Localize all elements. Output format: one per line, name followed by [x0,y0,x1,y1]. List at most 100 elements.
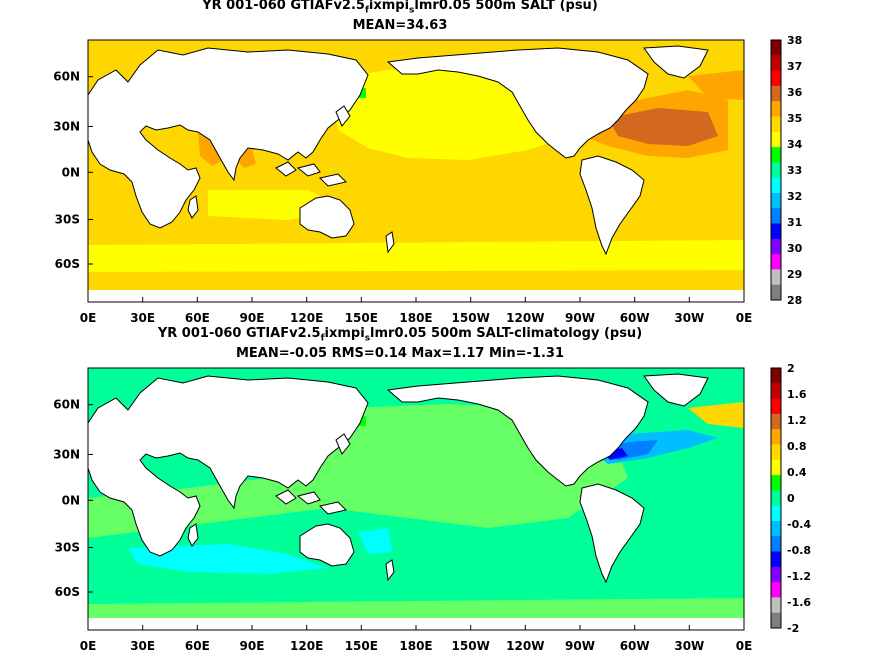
colorbar-1-segment [771,192,781,209]
lon-label-2-1: 30E [130,639,155,653]
panel2-title: YR 001-060 GTIAFv2.5fixmpislmr0.05 500m … [157,326,643,344]
colorbar-1-label: 31 [787,216,802,229]
colorbar-1-segment [771,55,781,72]
lon-label-2-6: 180E [399,639,432,653]
colorbar-2-segment [771,368,781,384]
colorbar-1-segment [771,85,781,102]
colorbar-1-label: 33 [787,164,802,177]
colorbar-1-segment [771,223,781,240]
lon-label-1-10: 60W [620,311,650,325]
lon-label-2-12: 0E [736,639,753,653]
colorbar-1-segment [771,70,781,87]
colorbar-2-label: 2 [787,362,795,375]
colorbar-2-segment [771,490,781,507]
colorbar-1-segment [771,162,781,179]
colorbar-1-label: 36 [787,86,803,99]
lon-label-2-4: 120E [290,639,323,653]
lon-label-2-10: 60W [620,639,650,653]
colorbar-1-segment [771,284,781,301]
panel2-map [88,368,744,630]
lat-label-2-0: 60N [53,398,80,412]
colorbar-1-label: 35 [787,112,802,125]
colorbar-2-segment [771,536,781,553]
colorbar-2-segment [771,520,781,537]
colorbar-2-segment [771,582,781,598]
axes-layer: 60N 30N 0N 30S 60S 0E 30E 60E 90E 120E 150E 180E 150… [53,70,752,653]
colorbar-1-segment [771,208,781,225]
lon-label-1-5: 150E [345,311,378,325]
colorbar-2-segment [771,398,781,415]
lon-label-1-8: 120W [506,311,544,325]
lat-label-2-3: 30S [55,540,80,554]
colorbar-1-segment [771,131,781,148]
lon-label-1-3: 90E [240,311,265,325]
colorbar-2-frame [770,367,782,629]
colorbar-2-segment [771,444,781,461]
lat-label-1-2: 0N [62,165,80,179]
colorbar-2-label: -0.4 [787,518,811,531]
colorbar-1-segment [771,101,781,117]
colorbar-1-segment [771,147,781,163]
colorbar-2-segment [771,429,781,445]
lon-label-2-9: 90W [565,639,595,653]
lon-label-2-3: 90E [240,639,265,653]
lon-label-1-12: 0E [736,311,753,325]
panel1-title: YR 001-060 GTIAFv2.5fixmpislmr0.05 500m … [202,0,598,16]
colorbar-2-label: 1.2 [787,414,807,427]
colorbar-1-segment [771,177,781,194]
lat-label-1-1: 30N [53,119,80,133]
lon-label-1-0: 0E [80,311,97,325]
colorbar-2-segment [771,475,781,491]
lon-label-1-2: 60E [185,311,210,325]
colorbar-2-label: 1.6 [787,388,807,401]
colorbar-1-segment [771,116,781,133]
colorbar-1-frame [770,39,782,301]
lon-label-1-7: 150W [452,311,490,325]
colorbar-1-label: 38 [787,34,802,47]
colorbar-2-label: -1.6 [787,596,811,609]
colorbar-1-label: 29 [787,268,802,281]
lon-label-1-6: 180E [399,311,432,325]
colorbar-2-label: 0.8 [787,440,807,453]
colorbar-1-label: 28 [787,294,802,307]
lat-label-2-2: 0N [62,493,80,507]
colorbar-2-segment [771,459,781,476]
colorbar-2-label: 0.4 [787,466,807,479]
colorbar-2-label: 0 [787,492,795,505]
colorbar-2-segment [771,413,781,430]
panel1-stats: MEAN=34.63 [352,18,448,33]
colorbar-2-label: -1.2 [787,570,811,583]
colorbar-2-segment [771,566,781,583]
lat-label-2-4: 60S [55,585,80,599]
lon-label-2-2: 60E [185,639,210,653]
lon-label-2-11: 30W [674,639,704,653]
panel2-stats: MEAN=-0.05 RMS=0.14 Max=1.17 Min=-1.31 [235,346,565,361]
lon-label-2-0: 0E [80,639,97,653]
panel1-map [88,40,744,302]
lat-label-2-1: 30N [53,447,80,461]
colorbar-2-segment [771,612,781,629]
colorbars-layer: 38 37 36 35 34 33 32 31 30 29 28 2 1.6 1.2 0.8 0.4 0 -0.4… [770,34,811,635]
colorbar-1-segment [771,238,781,255]
colorbar-1-label: 32 [787,190,802,203]
lat-label-1-3: 30S [55,212,80,226]
lon-label-2-5: 150E [345,639,378,653]
colorbar-1-label: 30 [787,242,803,255]
lat-label-1-0: 60N [53,70,80,84]
lon-label-1-1: 30E [130,311,155,325]
lat-label-1-4: 60S [55,257,80,271]
colorbar-2-label: -0.8 [787,544,811,557]
lon-label-2-7: 150W [452,639,490,653]
colorbar-2-segment [771,551,781,568]
lon-label-1-4: 120E [290,311,323,325]
colorbar-2-label: -2 [787,622,799,635]
colorbar-1-label: 37 [787,60,802,73]
colorbar-1-segment [771,40,781,56]
lon-label-1-11: 30W [674,311,704,325]
colorbar-2-segment [771,597,781,614]
lon-label-2-8: 120W [506,639,544,653]
lon-label-1-9: 90W [565,311,595,325]
colorbar-2-segment [771,383,781,400]
colorbar-2-segment [771,505,781,522]
